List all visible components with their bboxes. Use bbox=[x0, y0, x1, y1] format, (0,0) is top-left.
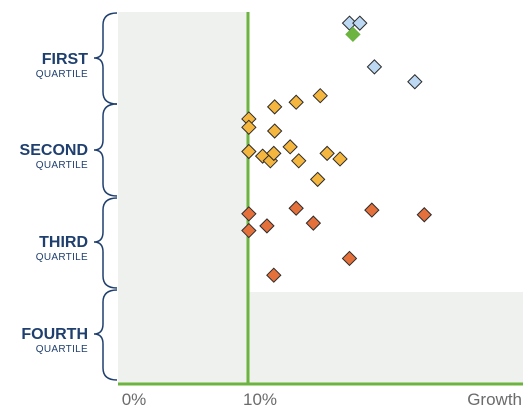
data-point-second-quartile-6 bbox=[312, 87, 328, 104]
data-point-third-quartile-4 bbox=[305, 215, 322, 231]
data-point-second-quartile-14 bbox=[309, 171, 326, 188]
data-point-second-quartile-2 bbox=[241, 143, 257, 160]
quartile-sublabel-third: QUARTILE bbox=[36, 252, 88, 263]
data-point-third-quartile-6 bbox=[416, 207, 433, 223]
data-point-third-quartile-1 bbox=[241, 222, 257, 239]
data-point-second-quartile-3 bbox=[266, 99, 283, 115]
data-point-second-quartile-9 bbox=[266, 145, 282, 162]
data-point-first-highlight-0 bbox=[345, 26, 361, 43]
x-tick-label-1: 10% bbox=[243, 390, 277, 409]
bracket-second-quartile bbox=[93, 103, 118, 197]
data-point-second-quartile-10 bbox=[282, 139, 298, 155]
quartile-brackets bbox=[93, 12, 118, 381]
data-point-third-quartile-2 bbox=[259, 218, 275, 234]
data-point-third-quartile-8 bbox=[266, 267, 282, 283]
data-points bbox=[241, 15, 433, 283]
data-point-second-quartile-1 bbox=[241, 119, 257, 136]
x-axis-title: Growth bbox=[467, 390, 522, 409]
quartile-sublabel-first: QUARTILE bbox=[36, 69, 88, 80]
data-point-second-quartile-12 bbox=[319, 145, 335, 162]
shaded-region-upper-left bbox=[118, 12, 248, 384]
data-point-first-quartile-3 bbox=[407, 74, 423, 90]
data-point-third-quartile-5 bbox=[364, 202, 380, 218]
x-axis-labels: 0% 10% Growth bbox=[122, 390, 522, 409]
quartile-label-third: THIRD bbox=[39, 234, 88, 251]
quartile-label-first: FIRST bbox=[42, 51, 88, 68]
data-point-third-quartile-3 bbox=[288, 200, 304, 216]
quartile-label-fourth: FOURTH bbox=[21, 326, 88, 343]
quartile-sublabel-second: QUARTILE bbox=[36, 160, 88, 171]
shaded-region-fourth-quartile bbox=[248, 292, 523, 384]
bracket-fourth-quartile bbox=[93, 289, 118, 381]
data-point-third-quartile-0 bbox=[241, 206, 257, 222]
data-point-second-quartile-5 bbox=[288, 94, 304, 110]
data-point-second-quartile-13 bbox=[332, 151, 348, 167]
data-point-second-quartile-4 bbox=[266, 123, 283, 139]
x-tick-label-0: 0% bbox=[122, 390, 147, 409]
bracket-first-quartile bbox=[93, 12, 118, 105]
data-point-first-quartile-2 bbox=[366, 59, 383, 75]
quartile-labels: FIRST QUARTILE SECOND QUARTILE THIRD QUA… bbox=[20, 51, 89, 355]
data-point-second-quartile-11 bbox=[291, 153, 307, 169]
data-point-third-quartile-7 bbox=[341, 250, 358, 267]
data-point-first-quartile-1 bbox=[352, 15, 368, 31]
bracket-third-quartile bbox=[93, 197, 118, 289]
quartile-sublabel-fourth: QUARTILE bbox=[36, 344, 88, 355]
quartile-label-second: SECOND bbox=[20, 142, 88, 159]
